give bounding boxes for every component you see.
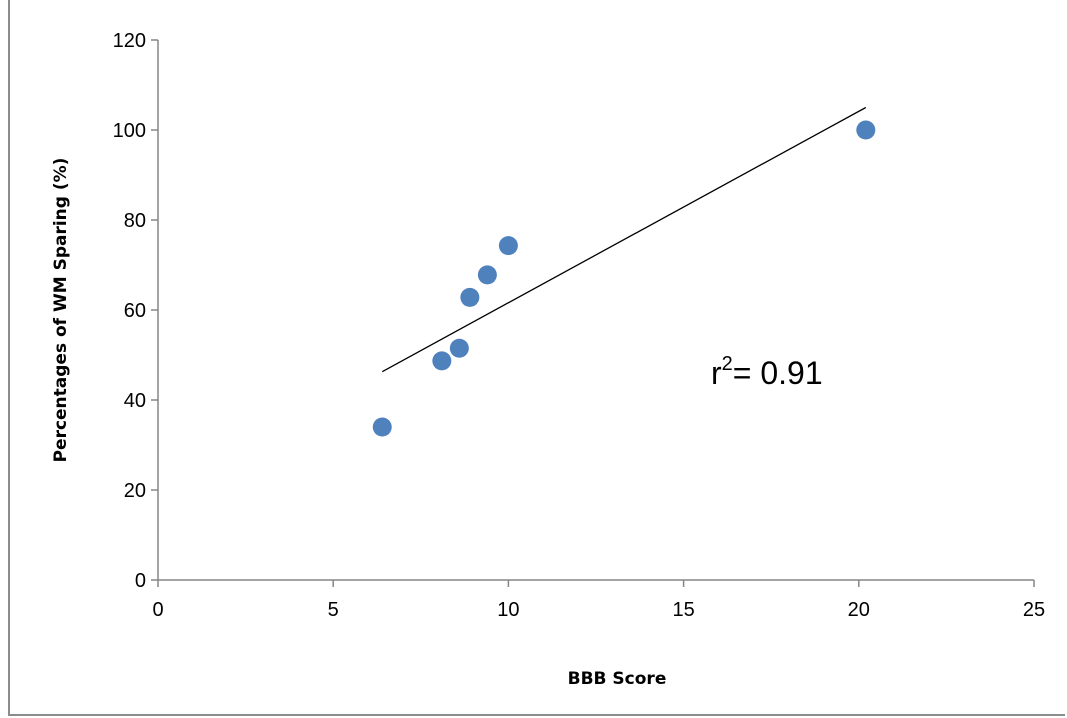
x-tick-label: 10 bbox=[497, 599, 519, 621]
annotation-suffix: = 0.91 bbox=[733, 355, 823, 391]
y-axis-title: Percentages of WM Sparing (%) bbox=[51, 158, 71, 463]
x-tick-label: 0 bbox=[152, 599, 163, 621]
data-point bbox=[460, 287, 480, 307]
annotation-prefix: r bbox=[711, 355, 722, 391]
y-axis-ticks: 0 20 40 60 80 100 120 bbox=[113, 30, 158, 592]
x-axis-title: BBB Score bbox=[568, 669, 667, 689]
trendline bbox=[381, 106, 867, 373]
data-points bbox=[372, 120, 876, 437]
y-tick-label: 100 bbox=[113, 120, 146, 142]
data-point bbox=[372, 417, 392, 437]
data-point bbox=[856, 120, 876, 140]
data-point bbox=[477, 265, 497, 285]
x-tick-label: 25 bbox=[1023, 599, 1045, 621]
y-tick-label: 60 bbox=[124, 300, 146, 322]
x-tick-label: 20 bbox=[848, 599, 870, 621]
y-tick-label: 80 bbox=[124, 210, 146, 232]
annotation-superscript: 2 bbox=[722, 353, 733, 375]
y-tick-label: 0 bbox=[135, 570, 146, 592]
x-axis-ticks: 0 5 10 15 20 25 bbox=[152, 580, 1045, 621]
x-tick-label: 15 bbox=[672, 599, 694, 621]
data-point bbox=[498, 236, 518, 256]
trendline-group bbox=[381, 106, 867, 373]
y-tick-label: 40 bbox=[124, 390, 146, 412]
y-tick-label: 120 bbox=[113, 30, 146, 52]
axes bbox=[157, 40, 1034, 581]
r-squared-annotation: r2= 0.91 bbox=[711, 353, 823, 391]
y-tick-label: 20 bbox=[124, 480, 146, 502]
chart-frame bbox=[8, 0, 1065, 716]
x-tick-label: 5 bbox=[328, 599, 339, 621]
data-point bbox=[432, 351, 452, 371]
data-point bbox=[449, 338, 469, 358]
